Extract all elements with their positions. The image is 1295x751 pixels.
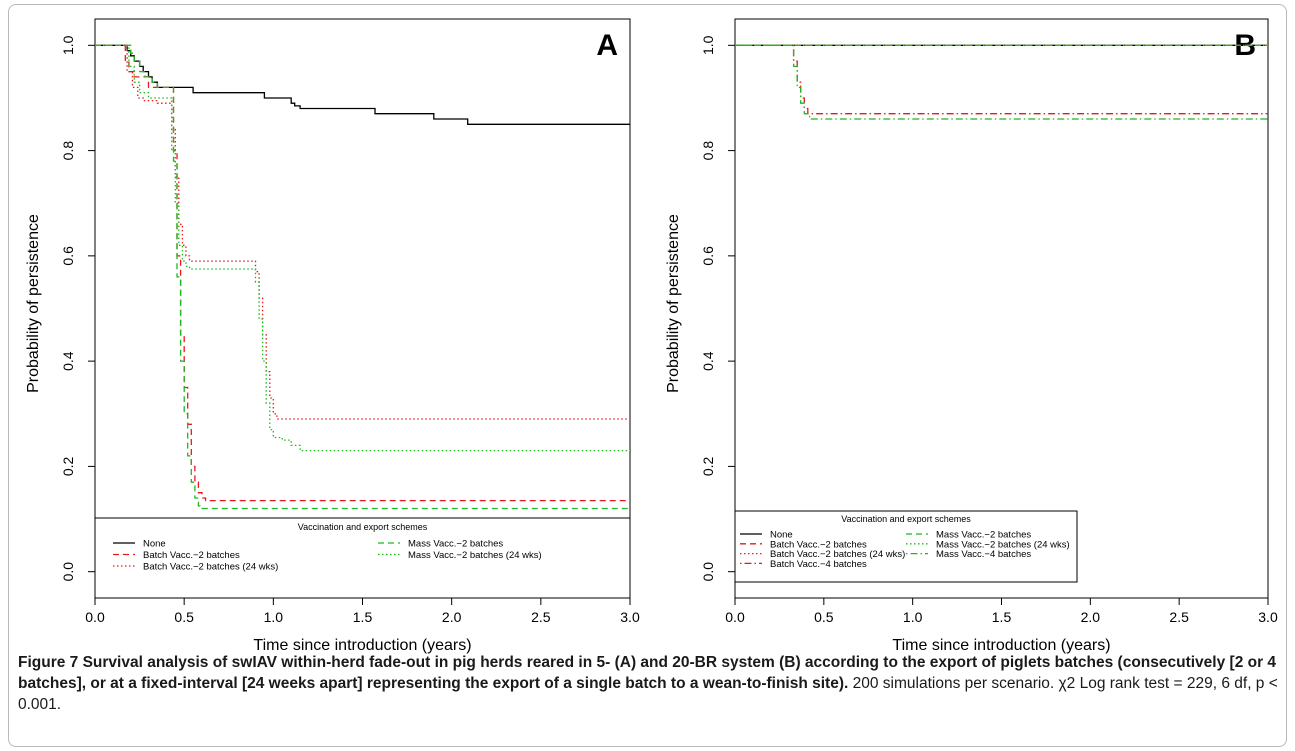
series-line bbox=[95, 44, 630, 125]
x-tick-label: 3.0 bbox=[1258, 609, 1278, 625]
series-line bbox=[95, 44, 630, 510]
x-tick-label: 0.5 bbox=[814, 609, 834, 625]
x-tick-label: 0.5 bbox=[174, 609, 194, 625]
legend-entry: None bbox=[143, 539, 166, 550]
legend-box bbox=[734, 510, 1078, 583]
legend-box bbox=[94, 517, 631, 599]
legend-entry: Batch Vacc.−2 batches bbox=[770, 539, 867, 550]
legend-entry: None bbox=[770, 530, 793, 541]
y-tick-label: 0.8 bbox=[700, 141, 716, 161]
x-tick-label: 1.0 bbox=[264, 609, 284, 625]
x-axis-label: Time since introduction (years) bbox=[253, 637, 471, 654]
legend-entry: Mass Vacc.−2 batches bbox=[408, 539, 503, 550]
x-axis-label: Time since introduction (years) bbox=[892, 637, 1110, 654]
y-tick-label: 0.6 bbox=[60, 246, 76, 266]
plot-area bbox=[94, 18, 631, 599]
figure-frame bbox=[8, 4, 1287, 747]
series-line bbox=[735, 44, 1268, 115]
legend-entry: Mass Vacc.−4 batches bbox=[936, 549, 1031, 560]
x-tick-label: 1.5 bbox=[992, 609, 1012, 625]
caption-text: 200 simulations per scenario. χ2 Log ran… bbox=[18, 675, 1278, 713]
figure-caption: Figure 7 Survival analysis of swIAV with… bbox=[18, 652, 1280, 715]
legend-entry: Batch Vacc.−2 batches bbox=[143, 550, 240, 561]
series-line bbox=[95, 44, 630, 502]
legend-entry: Batch Vacc.−4 batches bbox=[770, 559, 867, 570]
y-tick-label: 0.6 bbox=[700, 246, 716, 266]
x-tick-label: 2.0 bbox=[442, 609, 462, 625]
chart-panel-b: 0.0 0.5 1.0 1.5 2.0 2.5 3.0 0.0 0.2 0.4 0.6 0.8 1.0 T… bbox=[665, 18, 1278, 654]
legend-entry: Mass Vacc.−2 batches (24 wks) bbox=[408, 550, 542, 561]
y-tick-label: 0.4 bbox=[60, 351, 76, 371]
y-tick-label: 0.8 bbox=[60, 141, 76, 161]
legend-title: Vaccination and export schemes bbox=[841, 514, 971, 524]
chart-panel-a: 0.0 0.5 1.0 1.5 2.0 2.5 3.0 0.0 0.2 0.4 0.6 0.8 1.0 T… bbox=[25, 18, 640, 654]
y-tick-label: 0.2 bbox=[60, 456, 76, 476]
y-axis-label: Probability of persistence bbox=[25, 214, 42, 393]
series-line bbox=[95, 44, 630, 420]
x-tick-label: 1.0 bbox=[903, 609, 923, 625]
x-tick-label: 1.5 bbox=[353, 609, 373, 625]
y-axis-label: Probability of persistence bbox=[665, 214, 682, 393]
x-tick-label: 3.0 bbox=[620, 609, 640, 625]
y-tick-label: 0.4 bbox=[700, 351, 716, 371]
caption-title: Figure 7 Survival analysis of swIAV with… bbox=[18, 654, 1277, 692]
y-tick-label: 0.2 bbox=[700, 456, 716, 476]
x-tick-label: 0.0 bbox=[725, 609, 745, 625]
y-tick-label: 0.0 bbox=[60, 562, 76, 582]
x-tick-label: 0.0 bbox=[85, 609, 105, 625]
y-tick-label: 0.0 bbox=[700, 562, 716, 582]
panel-label: A bbox=[596, 29, 618, 62]
legend-entry: Batch Vacc.−2 batches (24 wks) bbox=[770, 549, 905, 560]
x-tick-label: 2.5 bbox=[1169, 609, 1189, 625]
legend-entry: Mass Vacc.−2 batches bbox=[936, 530, 1031, 541]
legend-entry: Mass Vacc.−2 batches (24 wks) bbox=[936, 539, 1070, 550]
y-tick-label: 1.0 bbox=[700, 35, 716, 55]
y-tick-label: 1.0 bbox=[60, 35, 76, 55]
legend-entry: Batch Vacc.−2 batches (24 wks) bbox=[143, 562, 278, 573]
series-line bbox=[735, 44, 1268, 120]
legend-title: Vaccination and export schemes bbox=[298, 522, 428, 532]
x-tick-label: 2.5 bbox=[531, 609, 551, 625]
series-line bbox=[95, 44, 630, 452]
x-tick-label: 2.0 bbox=[1081, 609, 1101, 625]
